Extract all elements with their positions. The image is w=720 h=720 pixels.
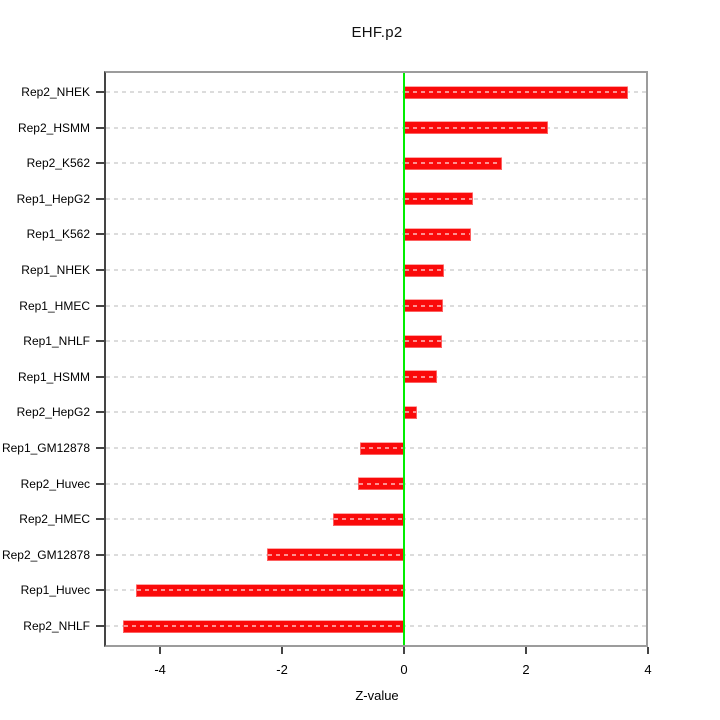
y-axis-tick [96,197,104,200]
y-category-label: Rep1_HMEC [19,298,90,313]
bar-dash-pattern [405,197,472,200]
x-axis-tick [525,647,528,654]
chart-title: EHF.p2 [351,24,403,41]
grid-line [106,304,646,307]
y-axis-tick [96,447,104,449]
y-category-label: Rep1_NHEK [21,263,90,277]
zero-reference-line [403,71,406,647]
bar-Rep1_HMEC [404,299,444,313]
bar-dash-pattern [405,304,443,307]
y-category-label: Rep2_K562 [26,156,90,171]
y-axis-tick [96,91,104,93]
bar-dash-pattern [405,91,627,93]
y-axis-tick [96,375,104,378]
grid-line [106,126,646,129]
y-axis-tick [96,126,104,129]
bar-dash-pattern [361,447,404,449]
x-axis-tick [403,647,406,654]
y-axis-tick [96,518,104,521]
bar-Rep2_HMEC [333,512,405,526]
y-category-label: Rep1_GM12878 [1,441,90,455]
bar-dash-pattern [405,269,444,271]
y-axis-tick [96,482,104,485]
y-category-label: Rep1_Huvec [20,583,90,598]
y-category-label: Rep1_K562 [26,227,90,242]
bar-Rep2_Huvec [358,477,405,491]
bar-Rep1_K562 [404,227,471,241]
grid-line [106,162,646,165]
grid-line [106,233,646,236]
y-axis-tick [96,269,104,271]
bar-dash-pattern [123,625,404,627]
grid-line [106,269,646,271]
grid-line [106,340,646,343]
y-category-label: Rep2_NHLF [23,619,90,633]
bar-Rep2_HSMM [404,121,548,135]
y-axis-tick [96,304,104,307]
bar-Rep2_GM12878 [266,548,405,562]
bar-dash-pattern [359,482,404,485]
bar-dash-pattern [137,589,404,592]
bar-Rep2_NHLF [122,619,405,633]
x-axis-tick [647,647,649,654]
y-axis-tick [96,625,104,627]
x-tick-label: -4 [154,662,166,677]
bar-Rep1_HepG2 [404,192,473,206]
y-axis-tick [96,162,104,165]
y-category-label: Rep1_HepG2 [16,191,90,206]
bar-dash-pattern [405,233,470,236]
bar-dash-pattern [405,162,502,165]
x-tick-label: 0 [400,662,408,677]
grid-line [106,91,646,93]
y-category-label: Rep2_Huvec [20,476,90,491]
grid-line [106,375,646,378]
y-category-label: Rep1_NHLF [23,334,90,349]
bar-Rep2_NHEK [404,85,628,99]
y-category-label: Rep2_GM12878 [1,547,90,562]
x-axis-label: Z-value [355,688,399,703]
bar-dash-pattern [405,340,442,343]
y-category-label: Rep2_HSMM [17,120,90,135]
bar-Rep1_Huvec [136,583,405,597]
bar-dash-pattern [405,375,436,378]
y-axis-tick [96,340,104,343]
grid-line [106,197,646,200]
x-tick-label: 2 [522,662,530,677]
y-category-label: Rep2_NHEK [21,85,90,99]
bar-Rep1_NHLF [404,334,443,348]
y-category-label: Rep1_HSMM [17,369,90,384]
y-axis-tick [96,411,104,414]
x-tick-label: 4 [644,662,652,677]
bar-Rep1_NHEK [404,263,445,277]
bar-Rep2_HepG2 [404,405,418,419]
bar-dash-pattern [405,126,547,129]
plot-area [104,71,648,647]
bar-dash-pattern [334,518,404,521]
bar-Rep1_HSMM [404,370,437,384]
x-tick-label: -2 [276,662,288,677]
x-axis-tick [159,647,162,654]
y-axis-tick [96,553,104,556]
bar-dash-pattern [405,411,417,414]
x-axis-tick [281,647,284,654]
grid-line [106,411,646,414]
y-axis-tick [96,233,104,236]
bar-Rep2_K562 [404,156,503,170]
y-axis-tick [96,589,104,592]
bar-Rep1_GM12878 [360,441,405,455]
bar-dash-pattern [267,553,404,556]
y-category-label: Rep2_HMEC [19,512,90,527]
y-category-label: Rep2_HepG2 [16,405,90,420]
